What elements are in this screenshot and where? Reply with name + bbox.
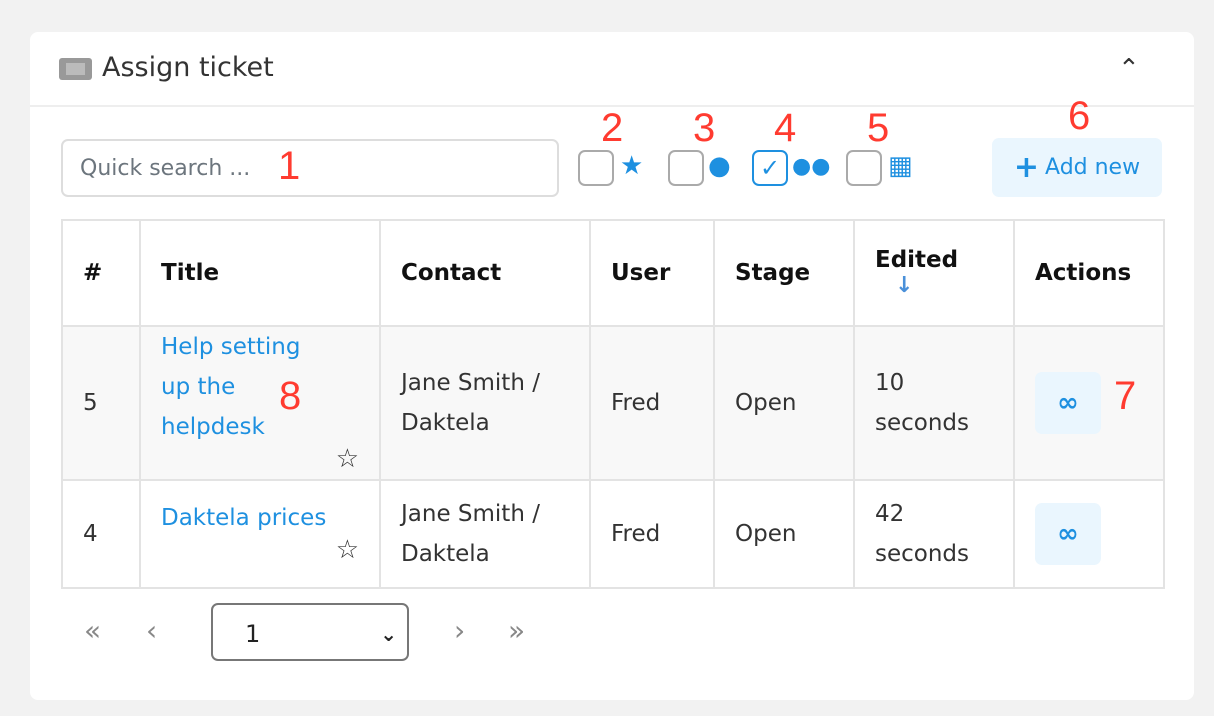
col-edited[interactable]: Edited ↓ xyxy=(853,219,1015,327)
next-page-icon[interactable]: › xyxy=(454,614,466,647)
page-select[interactable]: 1 ⌄ xyxy=(211,603,409,661)
cell-id: 5 xyxy=(61,325,141,481)
annotation-2: 2 xyxy=(601,106,624,150)
chevron-down-icon: ⌄ xyxy=(380,622,397,646)
col-user[interactable]: User xyxy=(589,219,715,327)
col-title[interactable]: Title xyxy=(139,219,381,327)
col-stage[interactable]: Stage xyxy=(713,219,855,327)
annotation-6: 6 xyxy=(1068,94,1091,138)
col-id[interactable]: # xyxy=(61,219,141,327)
cell-title: Help setting up the helpdesk ☆ xyxy=(139,325,381,481)
first-page-icon[interactable]: « xyxy=(84,614,102,647)
col-contact[interactable]: Contact xyxy=(379,219,591,327)
annotation-1: 1 xyxy=(278,144,301,188)
quick-search-input[interactable] xyxy=(61,139,559,197)
last-page-icon[interactable]: » xyxy=(508,614,526,647)
cell-edited: 42 seconds xyxy=(853,479,1015,589)
filter-mine-checkbox[interactable] xyxy=(668,150,704,186)
prev-page-icon[interactable]: ‹ xyxy=(146,614,158,647)
cell-id: 4 xyxy=(61,479,141,589)
add-new-button[interactable]: + Add new xyxy=(992,138,1162,197)
cell-user: Fred xyxy=(589,479,715,589)
user-icon: ● xyxy=(708,151,731,181)
ticket-title-link[interactable]: Daktela prices xyxy=(161,505,327,531)
cell-actions: ∞ xyxy=(1013,479,1165,589)
table-row: 5 Help setting up the helpdesk ☆ Jane Smi… xyxy=(61,325,1165,481)
link-icon[interactable]: ∞ xyxy=(1035,372,1101,434)
star-icon[interactable]: ☆ xyxy=(335,444,359,474)
panel-header: Assign ticket ⌃ xyxy=(30,32,1194,107)
sort-desc-icon: ↓ xyxy=(895,273,914,298)
annotation-8: 8 xyxy=(279,374,302,418)
annotation-7: 7 xyxy=(1114,374,1137,418)
table-header-row: # Title Contact User Stage Edited ↓ Actio… xyxy=(61,219,1165,327)
cell-edited: 10 seconds xyxy=(853,325,1015,481)
ticket-icon xyxy=(59,58,92,80)
plus-icon: + xyxy=(1013,150,1040,185)
star-icon: ★ xyxy=(620,151,644,181)
star-icon[interactable]: ☆ xyxy=(335,535,359,565)
annotation-4: 4 xyxy=(774,106,797,150)
filter-company-checkbox[interactable] xyxy=(846,150,882,186)
annotation-5: 5 xyxy=(867,106,890,150)
cell-stage: Open xyxy=(713,479,855,589)
building-icon: ▦ xyxy=(888,151,913,181)
cell-actions: ∞ xyxy=(1013,325,1165,481)
cell-title: Daktela prices ☆ xyxy=(139,479,381,589)
cell-user: Fred xyxy=(589,325,715,481)
chevron-up-icon[interactable]: ⌃ xyxy=(1118,54,1140,84)
panel-title: Assign ticket xyxy=(102,52,274,83)
tickets-table: # Title Contact User Stage Edited ↓ Actio… xyxy=(61,219,1165,589)
cell-contact: Jane Smith / Daktela xyxy=(379,325,591,481)
cell-contact: Jane Smith / Daktela xyxy=(379,479,591,589)
filter-starred-checkbox[interactable] xyxy=(578,150,614,186)
users-icon: ●● xyxy=(792,154,831,179)
assign-ticket-panel: Assign ticket ⌃ ★ ● ✓ ●● ▦ +Add new # Ti… xyxy=(30,32,1194,700)
table-row: 4 Daktela prices ☆ Jane Smith / Daktela F… xyxy=(61,479,1165,589)
annotation-3: 3 xyxy=(693,106,716,150)
cell-stage: Open xyxy=(713,325,855,481)
link-icon[interactable]: ∞ xyxy=(1035,503,1101,565)
col-actions: Actions xyxy=(1013,219,1165,327)
ticket-title-link[interactable]: Help setting up the helpdesk xyxy=(161,334,301,440)
filter-team-checkbox[interactable]: ✓ xyxy=(752,150,788,186)
